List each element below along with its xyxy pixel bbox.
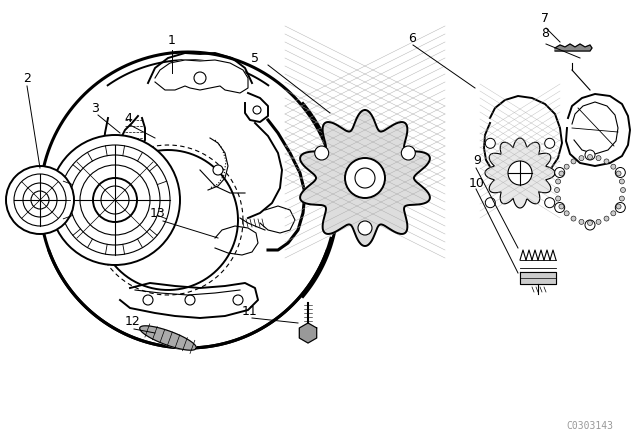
- Polygon shape: [520, 272, 556, 284]
- Circle shape: [604, 159, 609, 164]
- Polygon shape: [155, 60, 248, 93]
- Circle shape: [213, 165, 223, 175]
- Circle shape: [545, 138, 555, 148]
- Circle shape: [596, 155, 601, 161]
- Text: 8: 8: [541, 26, 549, 39]
- Polygon shape: [260, 206, 295, 233]
- Polygon shape: [572, 102, 618, 154]
- Circle shape: [616, 204, 621, 209]
- Polygon shape: [484, 96, 562, 180]
- Circle shape: [358, 221, 372, 235]
- Polygon shape: [300, 110, 430, 246]
- Circle shape: [6, 166, 74, 234]
- Circle shape: [345, 158, 385, 198]
- Polygon shape: [120, 116, 145, 154]
- Text: 13: 13: [150, 207, 166, 220]
- Circle shape: [555, 168, 564, 177]
- Circle shape: [485, 138, 495, 148]
- Circle shape: [615, 168, 625, 177]
- Circle shape: [621, 188, 625, 193]
- Text: 10: 10: [469, 177, 485, 190]
- Circle shape: [401, 146, 415, 160]
- Text: 7: 7: [541, 12, 549, 25]
- Text: 12: 12: [125, 314, 141, 327]
- Circle shape: [554, 188, 559, 193]
- Circle shape: [508, 161, 532, 185]
- Circle shape: [620, 196, 625, 201]
- Circle shape: [620, 179, 625, 184]
- Circle shape: [571, 159, 576, 164]
- Text: 2: 2: [23, 72, 31, 85]
- Circle shape: [571, 216, 576, 221]
- Circle shape: [50, 135, 180, 265]
- Polygon shape: [140, 326, 196, 350]
- Circle shape: [588, 155, 593, 159]
- Circle shape: [315, 146, 329, 160]
- Text: C0303143: C0303143: [566, 421, 614, 431]
- Circle shape: [555, 202, 564, 212]
- Text: 4: 4: [124, 112, 132, 125]
- Circle shape: [233, 295, 243, 305]
- Circle shape: [615, 202, 625, 212]
- Polygon shape: [485, 138, 555, 208]
- Circle shape: [611, 211, 616, 216]
- Circle shape: [579, 155, 584, 161]
- Circle shape: [585, 220, 595, 230]
- Circle shape: [556, 179, 561, 184]
- Polygon shape: [300, 323, 317, 343]
- Circle shape: [596, 220, 601, 224]
- Circle shape: [611, 164, 616, 169]
- Circle shape: [564, 211, 569, 216]
- Circle shape: [588, 220, 593, 225]
- Polygon shape: [566, 94, 630, 166]
- Circle shape: [559, 204, 564, 209]
- Text: 1: 1: [168, 34, 176, 47]
- Text: 11: 11: [242, 305, 258, 318]
- Circle shape: [604, 216, 609, 221]
- Circle shape: [559, 171, 564, 176]
- Text: 9: 9: [473, 154, 481, 167]
- Polygon shape: [245, 93, 268, 122]
- Circle shape: [585, 150, 595, 160]
- Circle shape: [616, 171, 621, 176]
- Polygon shape: [555, 44, 592, 51]
- Text: 6: 6: [408, 31, 416, 44]
- Circle shape: [185, 295, 195, 305]
- Circle shape: [253, 106, 261, 114]
- Circle shape: [545, 198, 555, 208]
- Text: 5: 5: [251, 52, 259, 65]
- Circle shape: [143, 295, 153, 305]
- Circle shape: [564, 164, 569, 169]
- Circle shape: [194, 72, 206, 84]
- Circle shape: [485, 198, 495, 208]
- Circle shape: [556, 196, 561, 201]
- Text: 3: 3: [91, 102, 99, 115]
- Circle shape: [579, 220, 584, 224]
